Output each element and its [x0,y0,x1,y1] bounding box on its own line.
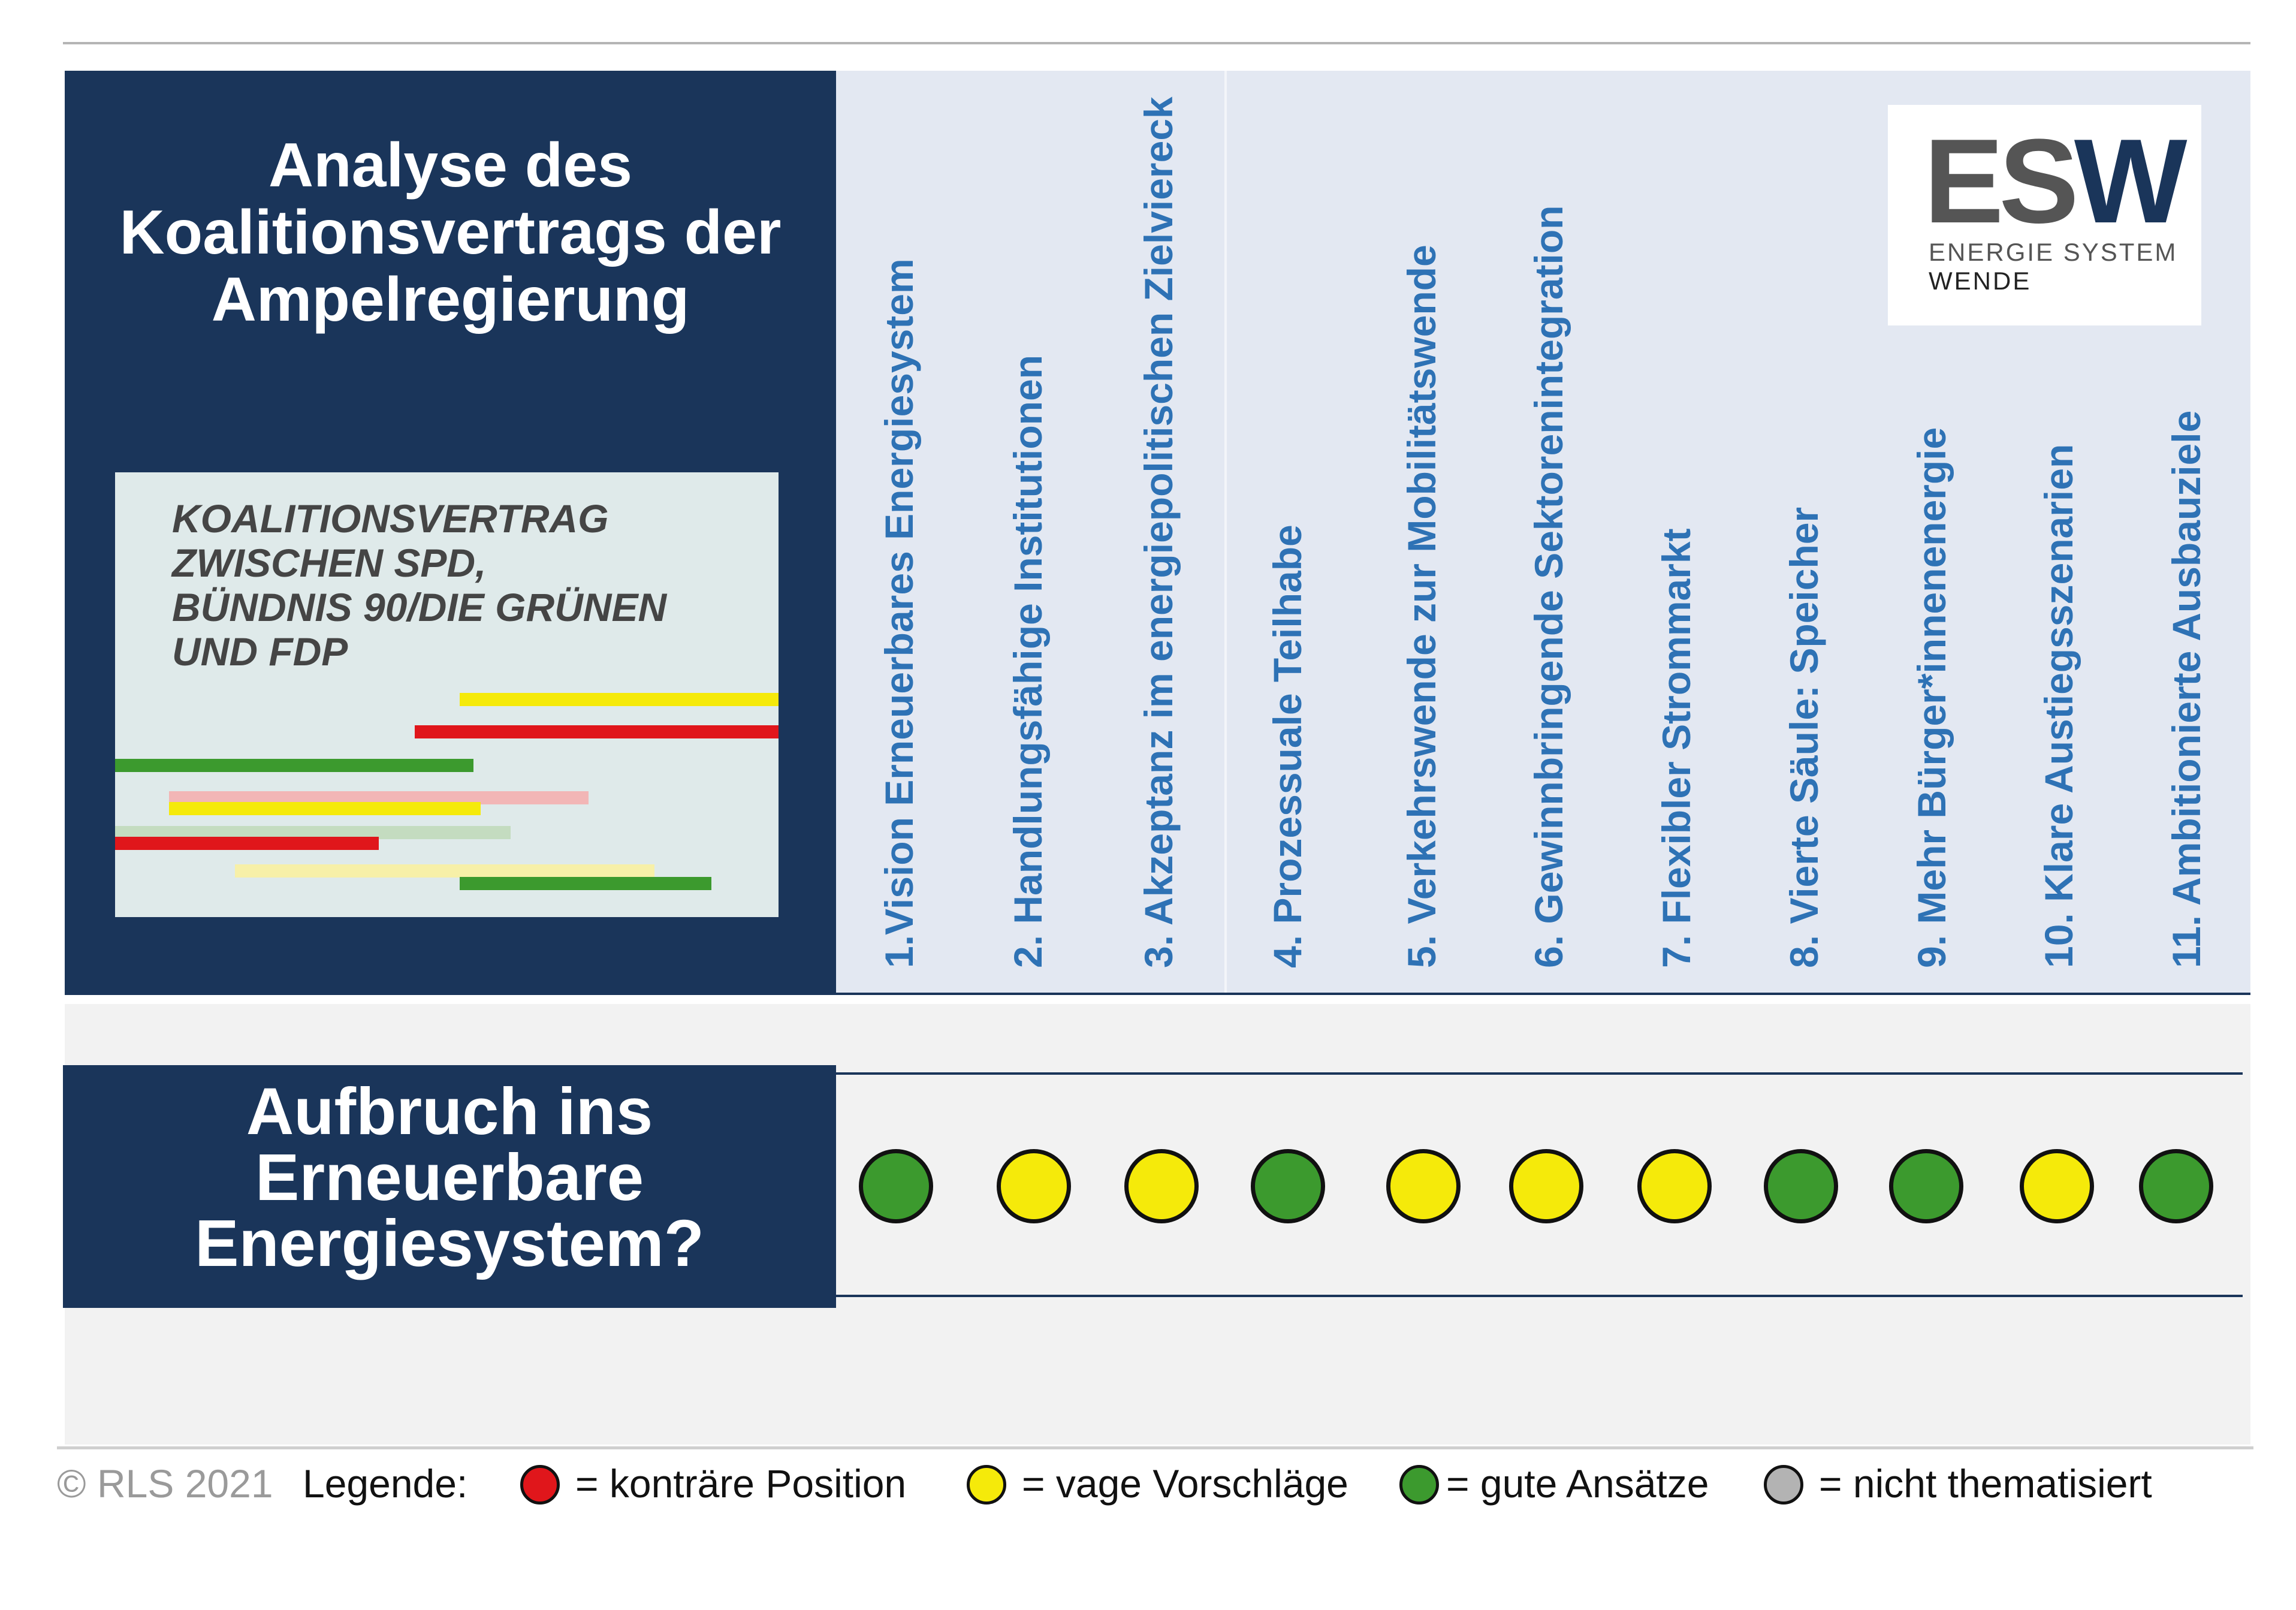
criterion-label: 9. Mehr Bürger*innenenergie [1909,427,1954,968]
criterion-label: 3. Akzeptanz im energiepolitischen Zielv… [1136,97,1181,968]
cover-stripe-green [460,877,711,890]
criterion-label: 1.Vision Erneuerbares Energiesystem [877,258,921,968]
logo-subtitle: WENDE [1929,267,2032,295]
cover-stripe-red [415,725,779,738]
criterion-label: 4. Prozessuale Teilhabe [1265,524,1310,968]
legend-label: Legende: [303,1461,468,1506]
legend-dot-none [1764,1465,1803,1505]
cover-stripe-yellow [460,693,779,706]
rating-dot [1386,1149,1461,1223]
logo-mark-w: W [2074,114,2188,248]
rating-dot [997,1149,1071,1223]
title-line: Analyse des [268,131,632,200]
legend-dot-contrary [520,1465,560,1505]
criteria-divider [1224,71,1227,995]
cover-stripe-lightyellow [235,864,654,878]
footer: © RLS 2021 Legende: = konträre Position … [0,1457,2296,1522]
rating-dot [1509,1149,1583,1223]
cover-title: KOALITIONSVERTRAG ZWISCHEN SPD, BÜNDNIS … [172,496,771,674]
cover-line: UND FDP [172,629,348,674]
rating-dot [1251,1149,1325,1223]
cover-stripe-lightgreen [115,826,511,839]
title-line: Ampelregierung [211,265,690,334]
legend-text: = gute Ansätze [1446,1461,1709,1506]
criteria-baseline [836,993,2250,995]
criterion-label: 5. Verkehrswende zur Mobilitätswende [1399,245,1444,968]
criterion-label: 7. Flexibler Strommarkt [1654,528,1698,968]
cover-line: KOALITIONSVERTRAG [172,496,609,541]
rating-dot [1764,1149,1838,1223]
bottom-rule [57,1446,2253,1449]
question-line: Erneuerbare [255,1141,644,1214]
rating-row-top-rule [836,1072,2243,1075]
page-title: Analyse des Koalitionsvertrags der Ampel… [65,132,836,333]
rating-dot [1124,1149,1199,1223]
logo-subtitle: ENERGIE SYSTEM [1929,238,2178,266]
criterion-label: 2. Handlungsfähige Institutionen [1006,355,1050,968]
cover-line: ZWISCHEN SPD, [172,541,487,585]
legend-text: = vage Vorschläge [1022,1461,1348,1506]
legend-dot-good [1399,1465,1439,1505]
rating-dot [1637,1149,1712,1223]
top-rule [63,42,2250,44]
question-line: Energiesystem? [195,1207,704,1280]
esw-logo: ESW ENERGIE SYSTEM WENDE [1888,105,2201,325]
cover-stripe-red [115,837,379,850]
copyright: © RLS 2021 [57,1461,273,1506]
question-title: Aufbruch ins Erneuerbare Energiesystem? [63,1079,836,1277]
rating-dot [1889,1149,1963,1223]
criterion-label: 6. Gewinnbringende Sektorenintegration [1526,205,1571,969]
question-line: Aufbruch ins [246,1075,653,1148]
cover-stripe-pink [169,791,589,804]
cover-line: BÜNDNIS 90/DIE GRÜNEN [172,585,667,629]
legend-text: = konträre Position [575,1461,907,1506]
rating-dot [859,1149,933,1223]
criterion-label: 11. Ambitionierte Ausbauziele [2164,410,2208,968]
question-panel [63,1065,836,1308]
logo-mark-es: ES [1924,114,2079,248]
legend-text: = nicht thematisiert [1819,1461,2152,1506]
rating-row-bottom-rule [836,1295,2243,1297]
coalition-cover-image: KOALITIONSVERTRAG ZWISCHEN SPD, BÜNDNIS … [115,472,779,917]
logo-mark: ESW [1924,122,2188,242]
criterion-label: 8. Vierte Säule: Speicher [1782,506,1826,968]
cover-stripe-yellow [169,802,481,815]
title-line: Koalitionsvertrags der [119,198,782,267]
legend-dot-vague [967,1465,1006,1505]
rating-dot [2020,1149,2094,1223]
cover-stripe-green [115,759,473,772]
rating-dot [2139,1149,2213,1223]
criterion-label: 10. Klare Austiegsszenarien [2036,444,2081,968]
